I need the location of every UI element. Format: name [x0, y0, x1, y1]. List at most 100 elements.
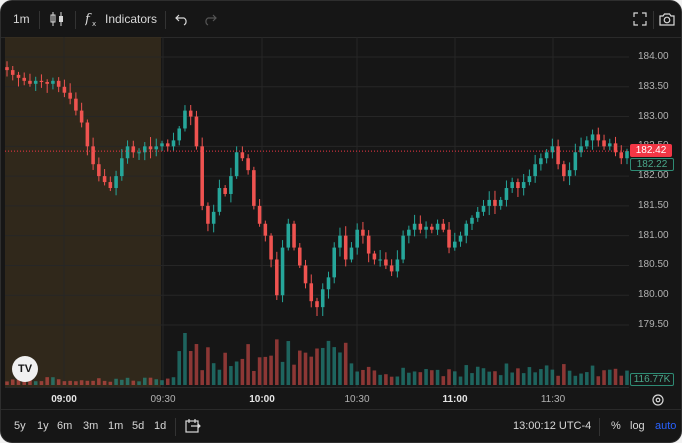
- price-tick-label: 181.50: [638, 199, 669, 211]
- volume-bar: [240, 358, 245, 385]
- candle-body: [114, 176, 118, 189]
- volume-bar: [194, 344, 199, 385]
- undo-icon: [175, 12, 189, 26]
- volume-bar: [544, 365, 549, 385]
- tradingview-logo[interactable]: TV: [12, 356, 38, 382]
- candle-body: [613, 143, 618, 153]
- volume-bar: [418, 372, 423, 385]
- price-chart-pane[interactable]: [5, 37, 629, 387]
- range-1y[interactable]: 1y: [37, 420, 49, 432]
- candle-body: [223, 188, 227, 194]
- redo-button[interactable]: [203, 1, 217, 37]
- candle-body: [378, 259, 382, 261]
- candle-body: [556, 146, 560, 165]
- volume-bar: [320, 347, 325, 385]
- settings-icon[interactable]: [651, 393, 665, 407]
- candle-body: [269, 235, 273, 260]
- volume-bar: [619, 375, 624, 385]
- candle-body: [62, 86, 67, 93]
- volume-bar: [28, 379, 32, 385]
- candle-body: [309, 283, 314, 302]
- volume-bar: [171, 377, 176, 385]
- volume-bar: [493, 371, 497, 385]
- log-toggle[interactable]: log: [630, 420, 645, 432]
- candle-body: [246, 158, 250, 171]
- candle-body: [544, 152, 549, 159]
- candle-body: [137, 152, 141, 154]
- candle-body: [211, 211, 216, 224]
- volume-bar: [125, 377, 130, 385]
- volume-bar: [424, 369, 428, 385]
- candle-body: [79, 110, 84, 123]
- toolbar-divider: [39, 11, 40, 29]
- undo-button[interactable]: [175, 1, 189, 37]
- candle-body: [326, 277, 331, 290]
- interval-button[interactable]: 1m: [13, 1, 30, 37]
- candle-body: [206, 205, 210, 224]
- time-tick-label: 10:00: [249, 394, 275, 405]
- price-scale[interactable]: 184.00183.50183.00182.50182.00181.50181.…: [629, 37, 681, 387]
- volume-bar: [33, 381, 38, 385]
- volume-bar: [613, 368, 618, 385]
- range-1d[interactable]: 1d: [154, 420, 167, 432]
- volume-bar: [573, 375, 578, 385]
- volume-bar: [56, 379, 61, 385]
- candle-body: [452, 241, 457, 248]
- time-axis[interactable]: 09:00 09:30 10:00 10:30 11:00 11:30: [5, 387, 629, 410]
- volume-bar: [85, 380, 90, 385]
- volume-bar: [470, 373, 474, 385]
- date-range-icon[interactable]: [185, 419, 201, 439]
- candle-body: [315, 301, 319, 308]
- candle-body: [229, 176, 233, 194]
- candle-body: [97, 164, 101, 177]
- candle-body: [550, 146, 555, 153]
- candle-body: [573, 152, 578, 171]
- price-tick-label: 181.00: [638, 229, 669, 241]
- volume-bar: [246, 344, 250, 385]
- range-5y[interactable]: 5y: [14, 420, 26, 432]
- snapshot-button[interactable]: [659, 1, 675, 37]
- percent-toggle[interactable]: %: [611, 420, 621, 432]
- volume-bar: [441, 376, 446, 385]
- candle-body: [447, 229, 451, 248]
- volume-bar: [223, 352, 227, 385]
- time-tick-label: 11:00: [442, 394, 468, 405]
- clock-readout[interactable]: 13:00:12 UTC-4: [513, 420, 592, 432]
- volume-bar: [142, 377, 147, 385]
- fullscreen-button[interactable]: [633, 1, 647, 37]
- volume-bar: [114, 378, 118, 385]
- volume-bar: [607, 369, 612, 385]
- volume-bar: [257, 357, 262, 385]
- candle-body: [332, 247, 337, 278]
- volume-bar: [447, 369, 451, 385]
- time-tick-label: 09:00: [51, 394, 77, 405]
- volume-bar: [579, 373, 583, 385]
- indicators-button[interactable]: f x Indicators: [85, 1, 157, 37]
- auto-toggle[interactable]: auto: [655, 420, 677, 432]
- chart-type-button[interactable]: [49, 1, 65, 37]
- candle-body: [412, 223, 417, 230]
- candle-body: [188, 110, 193, 117]
- volume-bar: [137, 381, 141, 385]
- volume-bar: [315, 348, 319, 385]
- range-1m[interactable]: 1m: [108, 420, 124, 432]
- candle-body: [28, 80, 32, 84]
- range-5d[interactable]: 5d: [132, 420, 145, 432]
- volume-bar: [68, 380, 72, 385]
- candle-body: [160, 143, 164, 147]
- candle-body: [441, 223, 446, 230]
- candle-body: [51, 80, 55, 84]
- range-3m[interactable]: 3m: [83, 420, 99, 432]
- volume-bar: [430, 370, 434, 385]
- volume-bar: [252, 370, 256, 385]
- range-6m[interactable]: 6m: [57, 420, 73, 432]
- svg-text:x: x: [92, 20, 96, 27]
- volume-bar: [160, 380, 164, 385]
- candle-body: [252, 170, 256, 206]
- candle-body: [171, 140, 176, 147]
- volume-bar: [389, 376, 394, 385]
- volume-bar: [200, 370, 204, 385]
- volume-bar: [435, 369, 440, 385]
- toolbar-divider: [75, 11, 76, 29]
- volume-bar: [395, 376, 400, 385]
